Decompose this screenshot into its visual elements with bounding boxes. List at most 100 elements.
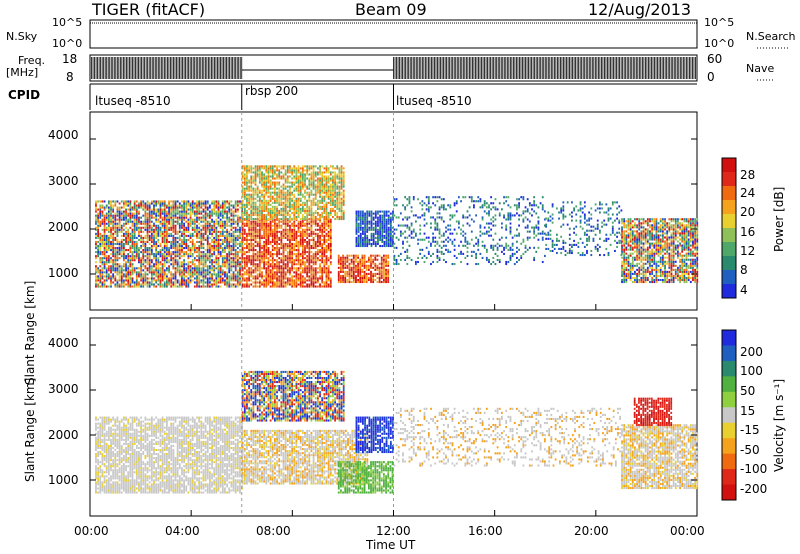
heatmap-cell xyxy=(202,238,205,241)
heatmap-cell xyxy=(261,255,263,258)
heatmap-cell xyxy=(166,218,168,221)
heatmap-cell xyxy=(118,269,121,272)
heatmap-cell xyxy=(206,247,209,250)
heatmap-cell xyxy=(114,247,117,250)
heatmap-cell xyxy=(291,247,293,250)
heatmap-cell xyxy=(295,187,298,190)
heatmap-cell xyxy=(248,220,250,223)
heatmap-cell xyxy=(204,249,207,252)
heatmap-cell xyxy=(323,261,326,264)
heatmap-cell xyxy=(176,236,179,239)
heatmap-cell xyxy=(189,267,192,270)
heatmap-cell xyxy=(138,206,140,209)
heatmap-cell xyxy=(378,278,381,282)
heatmap-cell xyxy=(170,208,173,211)
heatmap-cell xyxy=(95,220,97,223)
heatmap-cell xyxy=(105,279,108,282)
heatmap-cell xyxy=(170,244,173,248)
heatmap-cell xyxy=(99,261,102,264)
heatmap-cell xyxy=(150,281,153,284)
heatmap-cell xyxy=(325,191,328,194)
heatmap-cell xyxy=(114,236,117,239)
heatmap-cell xyxy=(116,255,119,258)
heatmap-cell xyxy=(278,187,281,190)
heatmap-cell xyxy=(226,232,228,235)
heatmap-cell xyxy=(265,249,268,252)
heatmap-cell xyxy=(308,205,311,208)
heatmap-cell xyxy=(376,280,379,284)
heatmap-cell xyxy=(284,263,287,266)
heatmap-cell xyxy=(219,206,222,209)
heatmap-cell xyxy=(200,218,203,221)
heatmap-cell xyxy=(112,216,115,219)
heatmap-cell xyxy=(282,257,285,260)
heatmap-cell xyxy=(306,185,309,188)
heatmap-cell xyxy=(316,224,319,227)
heatmap-cell xyxy=(286,261,289,264)
heatmap-cell xyxy=(166,216,168,219)
heatmap-cell xyxy=(131,222,134,225)
heatmap-cell xyxy=(178,218,181,221)
heatmap-cell xyxy=(278,197,281,200)
heatmap-cell xyxy=(308,261,311,264)
vel-ytick-3000: 3000 xyxy=(48,382,79,396)
heatmap-cell xyxy=(329,179,332,182)
heatmap-cell xyxy=(284,213,287,217)
heatmap-cell xyxy=(261,283,263,286)
heatmap-cell xyxy=(280,242,283,246)
heatmap-cell xyxy=(243,279,246,282)
heatmap-cell xyxy=(148,269,151,272)
heatmap-cell xyxy=(148,208,151,211)
heatmap-cell xyxy=(256,215,259,219)
heatmap-cell xyxy=(338,195,341,198)
heatmap-cell xyxy=(135,214,138,217)
heatmap-cell xyxy=(127,208,130,211)
heatmap-cell xyxy=(261,207,263,210)
heatmap-cell xyxy=(304,240,306,244)
heatmap-cell xyxy=(95,279,97,282)
heatmap-cell xyxy=(316,207,319,210)
heatmap-cell xyxy=(342,268,344,271)
heatmap-cell xyxy=(321,253,324,256)
heatmap-cell xyxy=(263,167,266,170)
heatmap-cell xyxy=(193,271,196,274)
heatmap-cell xyxy=(254,285,257,288)
heatmap-cell xyxy=(204,226,207,229)
heatmap-cell xyxy=(355,276,357,280)
heatmap-cell xyxy=(316,173,319,176)
heatmap-cell xyxy=(265,207,268,210)
heatmap-cell xyxy=(153,206,155,209)
heatmap-cell xyxy=(189,271,192,274)
heatmap-cell xyxy=(142,238,145,241)
heatmap-cell xyxy=(204,259,207,262)
heatmap-cell xyxy=(321,238,324,241)
heatmap-cell xyxy=(256,275,259,278)
heatmap-cell xyxy=(291,171,293,174)
heatmap-cell xyxy=(316,257,319,260)
heatmap-cell xyxy=(308,251,311,254)
heatmap-cell xyxy=(312,220,315,223)
heatmap-cell xyxy=(185,267,188,270)
heatmap-cell xyxy=(239,200,241,203)
heatmap-cell xyxy=(261,181,263,184)
heatmap-cell xyxy=(383,280,385,284)
heatmap-cell xyxy=(239,261,241,264)
heatmap-cell xyxy=(198,251,201,254)
heatmap-cell xyxy=(261,185,263,188)
heatmap-cell xyxy=(206,240,209,244)
heatmap-cell xyxy=(172,247,175,250)
heatmap-cell xyxy=(95,216,97,219)
heatmap-cell xyxy=(291,207,293,210)
heatmap-cell xyxy=(215,234,218,237)
heatmap-cell xyxy=(310,251,313,254)
vel-cb-100: 100 xyxy=(740,364,763,378)
heatmap-cell xyxy=(174,251,177,254)
heatmap-cell xyxy=(208,281,211,284)
heatmap-cell xyxy=(125,283,127,286)
heatmap-cell xyxy=(224,220,226,223)
heatmap-cell xyxy=(278,251,281,254)
heatmap-cell xyxy=(166,249,168,252)
heatmap-cell xyxy=(174,216,177,219)
heatmap-cell xyxy=(131,285,134,288)
heatmap-cell xyxy=(359,274,362,277)
